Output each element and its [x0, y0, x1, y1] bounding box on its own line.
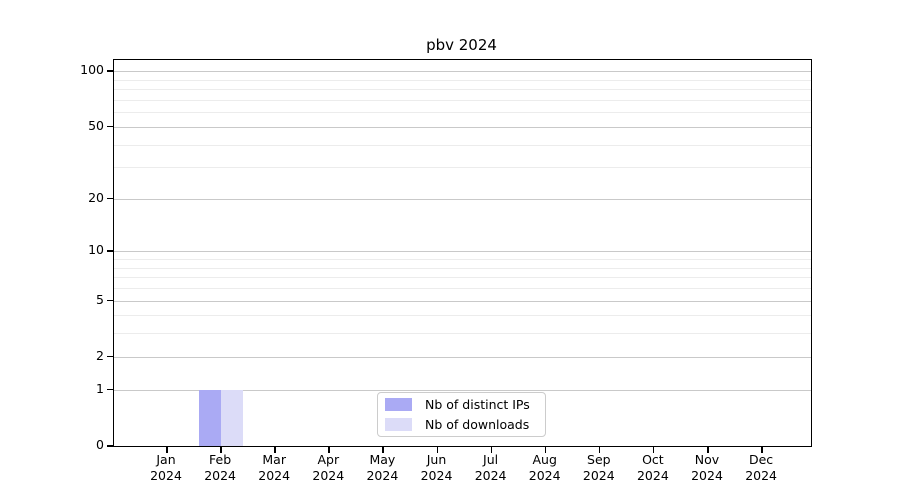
y-tick-label: 0 — [96, 437, 104, 452]
gridline — [114, 356, 811, 358]
bar-distinct-ips — [199, 389, 222, 446]
gridline — [114, 288, 811, 289]
x-tick-mark — [598, 446, 601, 453]
y-tick-mark — [107, 445, 114, 447]
gridline — [114, 267, 811, 269]
x-tick-mark — [328, 446, 330, 453]
legend: Nb of distinct IPs Nb of downloads — [377, 392, 546, 437]
x-tick-label: Nov 2024 — [691, 452, 723, 483]
y-tick-label: 2 — [96, 347, 104, 363]
gridline — [114, 251, 811, 253]
x-tick-mark — [274, 446, 276, 453]
x-tick-label: Feb 2024 — [204, 452, 236, 483]
x-tick-label: Oct 2024 — [636, 452, 669, 483]
x-tick-label: Sep 2024 — [582, 452, 615, 483]
gridline — [114, 144, 811, 146]
legend-swatch-downloads — [385, 418, 412, 431]
legend-swatch-distinct-ips — [385, 398, 412, 411]
y-tick-label: 10 — [88, 242, 104, 258]
y-tick-mark — [107, 125, 114, 128]
legend-label-downloads: Nb of downloads — [425, 417, 530, 432]
x-tick-mark — [544, 446, 547, 453]
gridline — [114, 198, 811, 200]
x-tick-mark — [490, 446, 493, 453]
gridline — [114, 79, 811, 81]
x-tick-label: Dec 2024 — [745, 452, 777, 483]
x-tick-mark — [707, 446, 709, 453]
legend-item-distinct-ips: Nb of distinct IPs — [385, 397, 545, 413]
x-tick-mark — [382, 446, 384, 453]
y-tick-label: 20 — [88, 189, 104, 205]
gridline — [114, 126, 811, 128]
legend-item-downloads: Nb of downloads — [385, 417, 545, 433]
y-tick-mark — [107, 299, 114, 301]
gridline — [114, 112, 811, 114]
y-tick-mark — [107, 197, 114, 200]
plot-area — [113, 59, 812, 447]
x-tick-label: May 2024 — [366, 452, 399, 483]
y-tick-label: 5 — [96, 291, 104, 307]
gridline — [114, 389, 811, 391]
x-tick-label: Apr 2024 — [312, 452, 345, 483]
y-tick-mark — [107, 355, 114, 358]
gridline — [114, 315, 811, 317]
x-tick-mark — [436, 446, 438, 453]
x-tick-label: Jul 2024 — [474, 452, 507, 483]
x-tick-mark — [166, 446, 168, 453]
x-tick-label: Mar 2024 — [258, 452, 291, 483]
x-tick-mark — [652, 446, 655, 453]
gridline — [114, 300, 811, 302]
x-tick-mark — [220, 446, 222, 453]
x-tick-label: Jun 2024 — [420, 452, 453, 483]
y-tick-label: 100 — [80, 62, 104, 78]
legend-label-distinct-ips: Nb of distinct IPs — [425, 397, 530, 412]
bar-downloads — [221, 389, 244, 446]
y-tick-label: 1 — [96, 380, 104, 396]
y-tick-label: 50 — [88, 117, 104, 133]
gridline — [114, 333, 811, 335]
gridline — [114, 99, 811, 101]
x-tick-label: Jan 2024 — [150, 452, 182, 483]
gridline — [114, 71, 811, 73]
gridline — [114, 167, 811, 169]
x-tick-mark — [761, 446, 763, 453]
x-tick-label: Aug 2024 — [528, 452, 561, 483]
y-tick-mark — [107, 388, 114, 391]
gridline — [114, 277, 811, 279]
chart-title: pbv 2024 — [426, 36, 497, 54]
y-tick-mark — [107, 70, 114, 72]
gridline — [114, 259, 811, 260]
gridline — [114, 89, 811, 91]
y-tick-mark — [107, 250, 114, 252]
